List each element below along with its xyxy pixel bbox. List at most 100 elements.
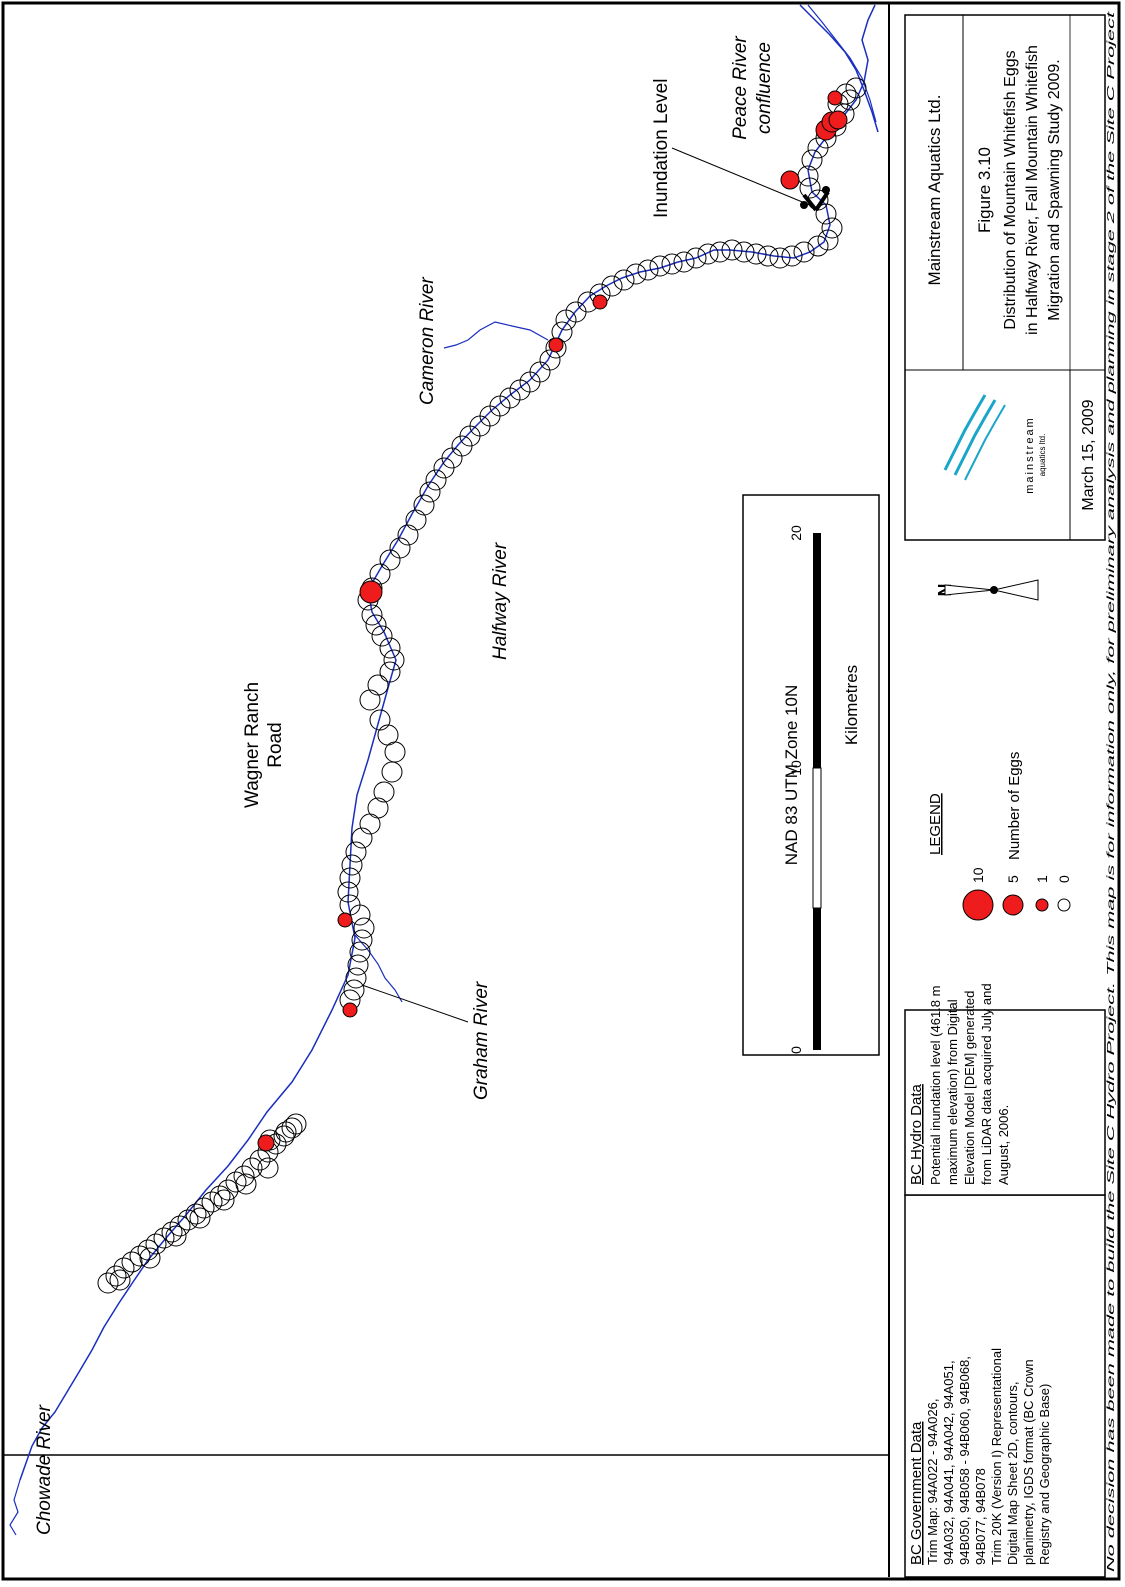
bc-government-line-5: Trim 20K (Version I) Representational xyxy=(989,1348,1004,1565)
sample-site-0-eggs xyxy=(661,253,683,275)
sample-site-eggs xyxy=(257,1134,275,1152)
chowade-river xyxy=(9,1479,21,1536)
scale-bar-box: NAD 83 UTM Zone 10N 0 10 20 Kilometres xyxy=(742,494,880,1056)
bc-government-line-7: planimetry, IGDS format (BC Crown xyxy=(1021,1359,1036,1565)
sample-site-0-eggs xyxy=(389,537,411,559)
legend-symbol-1 xyxy=(1035,898,1049,912)
sample-site-0-eggs xyxy=(351,827,373,849)
sample-site-0-eggs xyxy=(637,259,659,281)
bc-hydro-line-1: Potential inundation level (461.8 m xyxy=(928,986,943,1185)
scale-bar-segment-1 xyxy=(813,908,821,1050)
sample-site-0-eggs xyxy=(383,649,405,671)
sample-site-0-eggs xyxy=(209,1185,231,1207)
legend-value-1: 1 xyxy=(1034,875,1050,883)
mainstream-logo: mainstream aquatics ltd. xyxy=(943,394,1047,494)
sample-site-0-eggs xyxy=(367,797,389,819)
inundation-level-label: Inundation Level xyxy=(651,79,672,218)
cameron-river-stream xyxy=(443,321,549,349)
sample-site-0-eggs xyxy=(405,509,427,531)
sample-site-0-eggs xyxy=(369,709,391,731)
sample-site-0-eggs xyxy=(625,263,647,285)
sample-site-0-eggs xyxy=(347,954,369,976)
scale-tick-20: 20 xyxy=(788,525,804,541)
sample-site-0-eggs xyxy=(397,524,419,546)
bc-government-data-box: BC Government Data Trim Map: 94A022 - 94… xyxy=(904,1194,1106,1578)
bc-government-line-2: 94A032, 94A041, 94A042, 94A051, xyxy=(941,1360,956,1565)
sample-site-0-eggs xyxy=(341,854,363,876)
sample-site-0-eggs xyxy=(345,967,367,989)
bc-government-line-3: 94B050, 94B058 - 94B060, 94B068, xyxy=(957,1356,972,1565)
legend: LEGEND 10 5 1 0 Number of Eggs xyxy=(927,752,1072,921)
sample-site-0-eggs xyxy=(129,1245,151,1267)
sample-site-0-eggs xyxy=(425,469,447,491)
bc-hydro-line-3: Elevation Model [DEM] generated xyxy=(962,991,977,1185)
legend-value-0: 0 xyxy=(1056,875,1072,883)
sample-site-eggs xyxy=(337,912,353,928)
sample-site-0-eggs xyxy=(377,724,399,746)
inundation-leader-line xyxy=(671,147,813,207)
sample-site-0-eggs xyxy=(233,1165,255,1187)
bc-government-title: BC Government Data xyxy=(908,1421,925,1565)
sample-site-0-eggs xyxy=(337,881,359,903)
sample-site-0-eggs xyxy=(539,349,561,371)
legend-value-10: 10 xyxy=(970,867,986,883)
sample-site-0-eggs xyxy=(353,917,375,939)
peace-river-label-line2: confluence xyxy=(754,42,775,134)
sample-site-0-eggs xyxy=(165,1225,187,1247)
sample-site-0-eggs xyxy=(379,661,401,683)
sample-site-0-eggs xyxy=(145,1233,167,1255)
sample-site-0-eggs xyxy=(185,1203,207,1225)
legend-caption: Number of Eggs xyxy=(1006,752,1023,860)
sample-site-0-eggs xyxy=(745,243,767,265)
sample-site-0-eggs xyxy=(817,229,839,251)
sample-site-0-eggs xyxy=(349,941,371,963)
legend-value-5: 5 xyxy=(1005,875,1021,883)
sample-site-0-eggs xyxy=(105,1265,127,1287)
sample-site-0-eggs xyxy=(359,813,381,835)
scale-bar-segment-2 xyxy=(812,767,822,909)
peace-river xyxy=(799,4,879,133)
sample-site-0-eggs xyxy=(757,245,779,267)
sample-site-0-eggs xyxy=(685,247,707,269)
sample-site-0-eggs xyxy=(249,1149,271,1171)
bc-hydro-line-2: maximum elevation) from Digital xyxy=(945,999,960,1185)
bc-hydro-title: BC Hydro Data xyxy=(908,1083,925,1185)
sample-site-eggs xyxy=(359,580,383,604)
sample-site-0-eggs xyxy=(413,494,435,516)
sample-site-0-eggs xyxy=(379,637,401,659)
sample-site-0-eggs xyxy=(815,203,837,225)
halfway-river-label: Halfway River xyxy=(490,542,511,660)
legend-symbol-5 xyxy=(1002,894,1024,916)
sample-site-0-eggs xyxy=(793,241,815,263)
sample-site-0-eggs xyxy=(613,269,635,291)
sample-site-0-eggs xyxy=(365,614,387,636)
sample-site-0-eggs xyxy=(807,235,829,257)
sample-site-0-eggs xyxy=(345,841,367,863)
sample-site-0-eggs xyxy=(361,604,383,626)
sample-site-0-eggs xyxy=(109,1269,131,1291)
sample-site-0-eggs xyxy=(781,245,803,267)
north-arrow: N xyxy=(935,579,1039,601)
sample-site-0-eggs xyxy=(137,1239,159,1261)
peace-river-label: Peace River xyxy=(730,36,751,140)
sample-site-0-eggs xyxy=(201,1191,223,1213)
company-name: Mainstream Aquatics Ltd. xyxy=(925,95,944,286)
sample-site-0-eggs xyxy=(273,1125,295,1147)
sample-site-0-eggs xyxy=(235,1173,257,1195)
sample-site-0-eggs xyxy=(193,1197,215,1219)
peace-river-bank xyxy=(807,4,877,123)
scale-tick-0: 0 xyxy=(788,1046,804,1054)
sample-site-0-eggs xyxy=(213,1189,235,1211)
graham-river-label: Graham River xyxy=(471,981,492,1100)
datum-label: NAD 83 UTM Zone 10N xyxy=(782,685,801,865)
sample-site-0-eggs xyxy=(419,481,441,503)
sample-site-0-eggs xyxy=(649,255,671,277)
sample-site-eggs xyxy=(780,170,800,190)
sample-site-0-eggs xyxy=(189,1207,211,1229)
bc-government-line-4: 94B077, 94B078 xyxy=(973,1468,988,1565)
bc-government-line-8: Registry and Geographic Base) xyxy=(1037,1384,1052,1565)
sample-site-0-eggs xyxy=(351,929,373,951)
sample-site-0-eggs xyxy=(153,1227,175,1249)
